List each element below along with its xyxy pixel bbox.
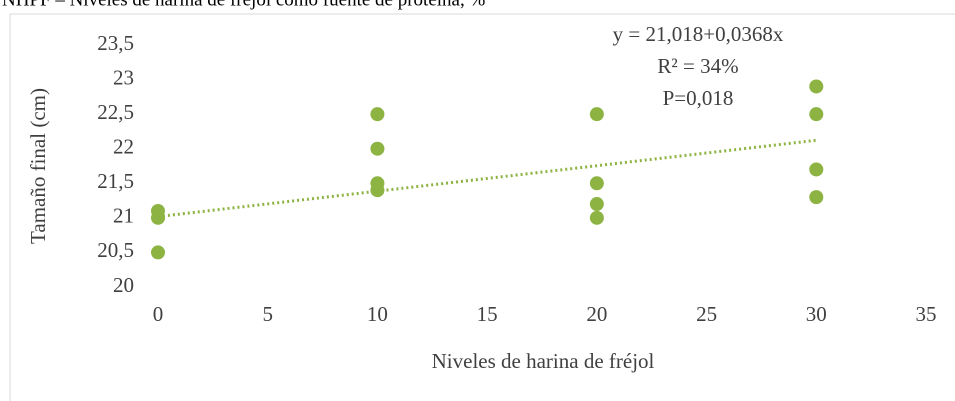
x-axis-label: Niveles de harina de fréjol [432,349,655,373]
x-tick-label: 20 [586,302,607,326]
y-tick-label: 20 [113,273,134,297]
point [589,107,604,122]
x-tick-label: 30 [806,302,827,326]
point [151,210,165,225]
x-tick-label: 25 [696,302,717,326]
x-tick-label: 5 [262,302,273,326]
trendline [157,138,817,219]
y-tick-label: 23 [113,65,134,89]
y-tick-label: 23,5 [97,31,134,55]
x-tick-label: 35 [916,302,937,326]
point [370,183,385,198]
annotation: R² = 34% [657,54,738,78]
y-tick-label: 22 [113,135,134,159]
y-tick-label: 22,5 [97,100,134,124]
point [151,245,165,260]
annotation: y = 21,018+0,0368x [613,22,784,46]
point [809,107,824,122]
y-tick-label: 20,5 [97,238,134,262]
x-tick-label: 10 [367,302,388,326]
point [809,79,824,94]
point [370,141,385,156]
x-tick-label: 15 [477,302,498,326]
point [589,210,604,225]
y-tick-label: 21 [113,204,134,228]
annotation: P=0,018 [663,86,734,110]
y-axis-label: Tamaño final (cm) [26,88,50,244]
y-tick-label: 21,5 [97,169,134,193]
point [809,162,824,177]
chart-title: NHPF – Niveles de harina de fréjol como … [2,0,485,10]
point [809,190,824,205]
point [589,197,604,212]
x-tick-label: 0 [153,302,164,326]
point [370,107,385,122]
point [589,176,604,191]
